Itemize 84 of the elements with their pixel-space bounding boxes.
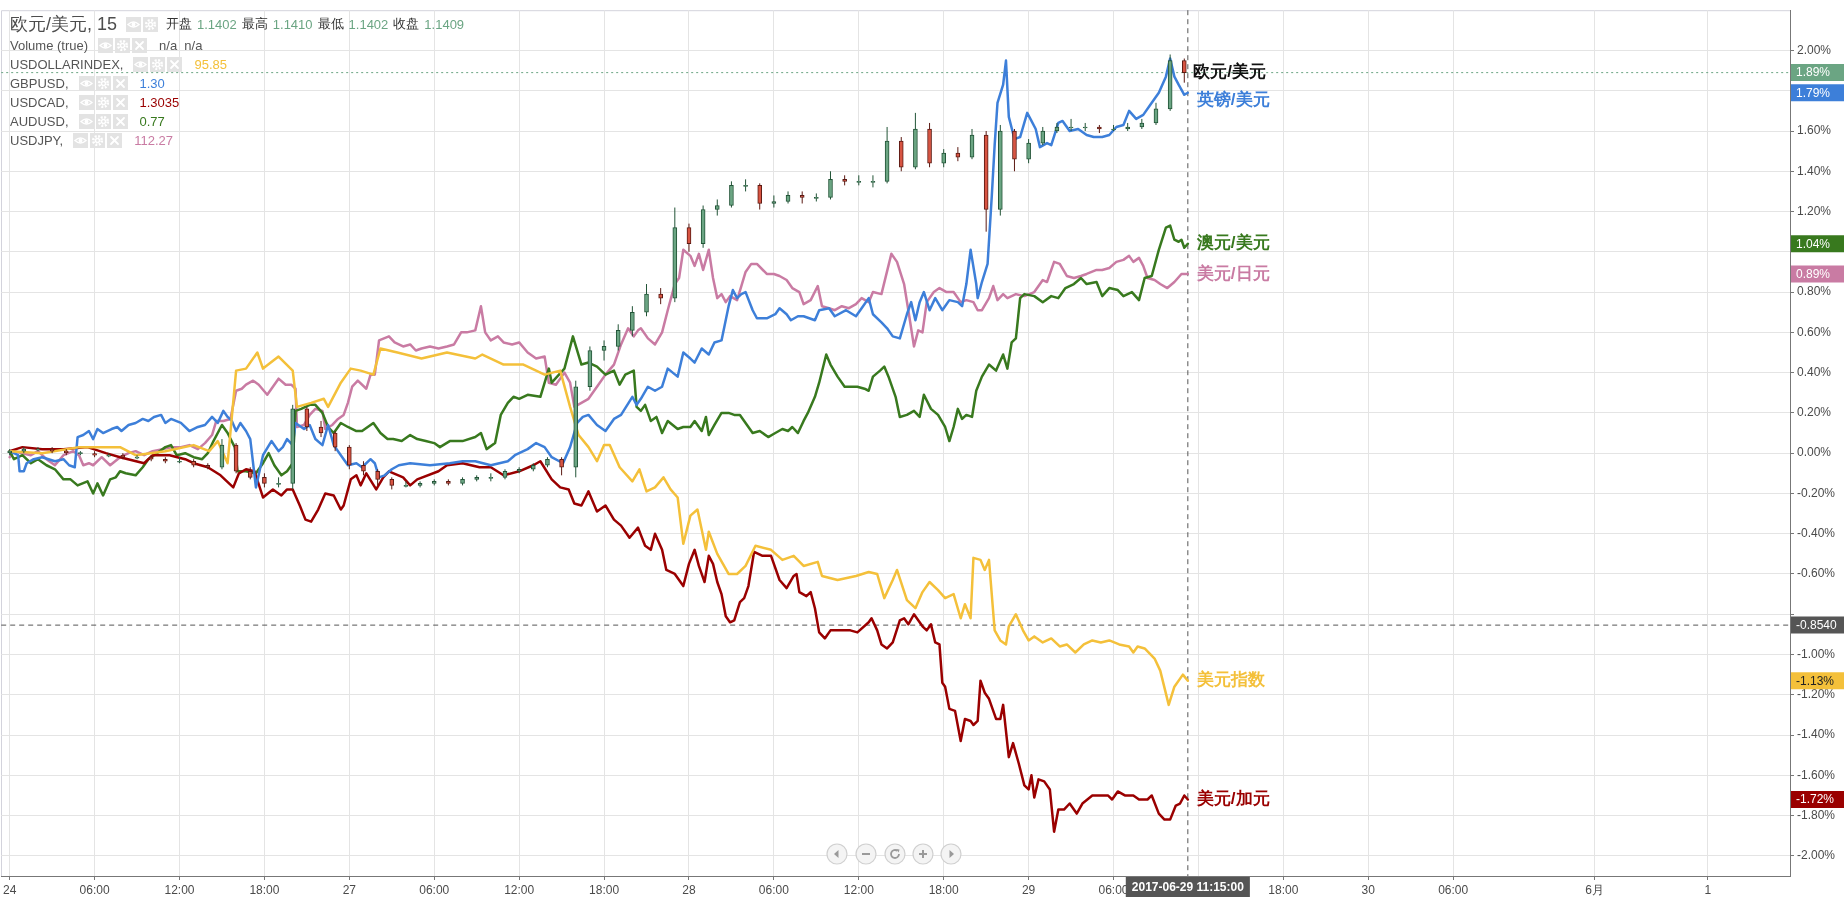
y-tick-label: 2.00% — [1797, 42, 1832, 57]
y-tick-label: 0.20% — [1797, 405, 1832, 420]
x-tick-label: 12:00 — [164, 882, 195, 897]
text: 1.04% — [1796, 236, 1831, 251]
x-tick-label: 29 — [1021, 882, 1036, 897]
candlestick — [1181, 58, 1187, 84]
y-tick-label: -1.40% — [1797, 727, 1836, 742]
annotation: 112.27 — [134, 133, 174, 148]
y-tick-label: -2.00% — [1797, 848, 1836, 863]
y-tick-label: 0.60% — [1797, 324, 1832, 339]
annotation: 1.3035 — [139, 95, 180, 110]
y-tick-label: -0.20% — [1797, 485, 1836, 500]
y-tick-label: 1.40% — [1797, 163, 1832, 178]
annotation: Volume (true) — [10, 38, 89, 53]
series-label: 欧元/美元 — [1193, 62, 1267, 82]
x-tick-label: 06:00 — [79, 882, 110, 897]
y-tick-label: 0.40% — [1797, 364, 1832, 379]
ref-line-label: -0.8540 — [1796, 617, 1838, 632]
x-tick-label: 1 — [1704, 882, 1712, 897]
x-tick-label: 06:00 — [758, 882, 790, 897]
candlestick — [1026, 138, 1031, 164]
ref-line-label: 1.89% — [1796, 65, 1831, 80]
series-label: 美元指数 — [1195, 670, 1266, 690]
candlestick — [729, 180, 734, 209]
x-tick-label: 6月 — [1585, 882, 1605, 897]
chart-title: 欧元/美元, 15 — [10, 13, 118, 36]
candlestick — [630, 305, 635, 337]
ref-line-label: 2017-06-29 11:15:00 — [1131, 879, 1245, 894]
x-tick-label: 18:00 — [928, 882, 960, 897]
candlestick — [1068, 118, 1074, 132]
x-tick-label: 18:00 — [249, 882, 280, 897]
candlestick — [771, 194, 777, 209]
candlestick — [941, 148, 947, 168]
y-tick-label: -1.80% — [1797, 807, 1836, 822]
y-tick-label: -1.00% — [1797, 646, 1836, 661]
y-tick-label: 0.80% — [1797, 284, 1832, 299]
annotation: 1.30 — [139, 76, 165, 91]
x-tick-label: 12:00 — [843, 882, 875, 897]
annotation: 0.77 — [139, 114, 165, 129]
y-tick-label: 1.20% — [1797, 203, 1832, 218]
series-label: 美元/加元 — [1195, 789, 1270, 809]
y-tick-label: 1.60% — [1797, 123, 1832, 138]
candlestick — [615, 323, 621, 351]
y-tick-label: -1.60% — [1797, 767, 1836, 782]
candlestick — [332, 430, 338, 452]
x-tick-label: 06:00 — [1438, 882, 1469, 897]
candlestick — [346, 444, 352, 470]
text: -1.13% — [1796, 673, 1835, 688]
x-tick-label: 24 — [2, 882, 17, 897]
y-tick-label: -0.40% — [1797, 526, 1836, 541]
candlestick — [516, 466, 522, 474]
y-tick-label: -1.20% — [1797, 687, 1836, 702]
candlestick — [757, 182, 763, 211]
x-tick-label: 12:00 — [504, 882, 535, 897]
x-tick-label: 18:00 — [589, 882, 620, 897]
annotation: 95.85 — [194, 57, 227, 72]
annotation: AUDUSD, — [10, 114, 69, 129]
x-tick-label: 30 — [1361, 882, 1376, 897]
x-tick-label: 06:00 — [419, 882, 450, 897]
text: 0.89% — [1796, 266, 1831, 281]
candlestick — [559, 456, 564, 476]
x-tick-label: 28 — [682, 882, 696, 897]
annotation: USDOLLARINDEX, — [10, 57, 124, 72]
text: -1.72% — [1796, 792, 1835, 807]
x-tick-label: 18:00 — [1268, 882, 1299, 897]
candlestick — [134, 454, 140, 460]
annotation: USDJPY, — [10, 133, 64, 148]
series-label: 英镑/美元 — [1195, 90, 1270, 110]
x-tick-label: 27 — [342, 882, 357, 897]
series-label: 美元/日元 — [1195, 263, 1270, 283]
text: 1.79% — [1796, 85, 1831, 100]
annotation: USDCAD, — [10, 95, 69, 110]
candlestick — [35, 446, 41, 452]
y-tick-label: -0.60% — [1797, 566, 1836, 581]
candlestick — [828, 170, 833, 200]
candlestick — [644, 283, 649, 317]
candlestick — [120, 452, 126, 460]
series-label: 澳元/美元 — [1195, 233, 1270, 253]
y-tick-label: 0.00% — [1797, 445, 1832, 460]
candlestick — [1040, 126, 1046, 146]
annotation: GBPUSD, — [10, 76, 69, 91]
text: 开盘 1.1402 最高 1.1410 最低 1.1402 收盘 1.1409 — [166, 15, 465, 33]
annotation: n/a n/a — [159, 38, 203, 53]
candlestick — [417, 480, 423, 488]
